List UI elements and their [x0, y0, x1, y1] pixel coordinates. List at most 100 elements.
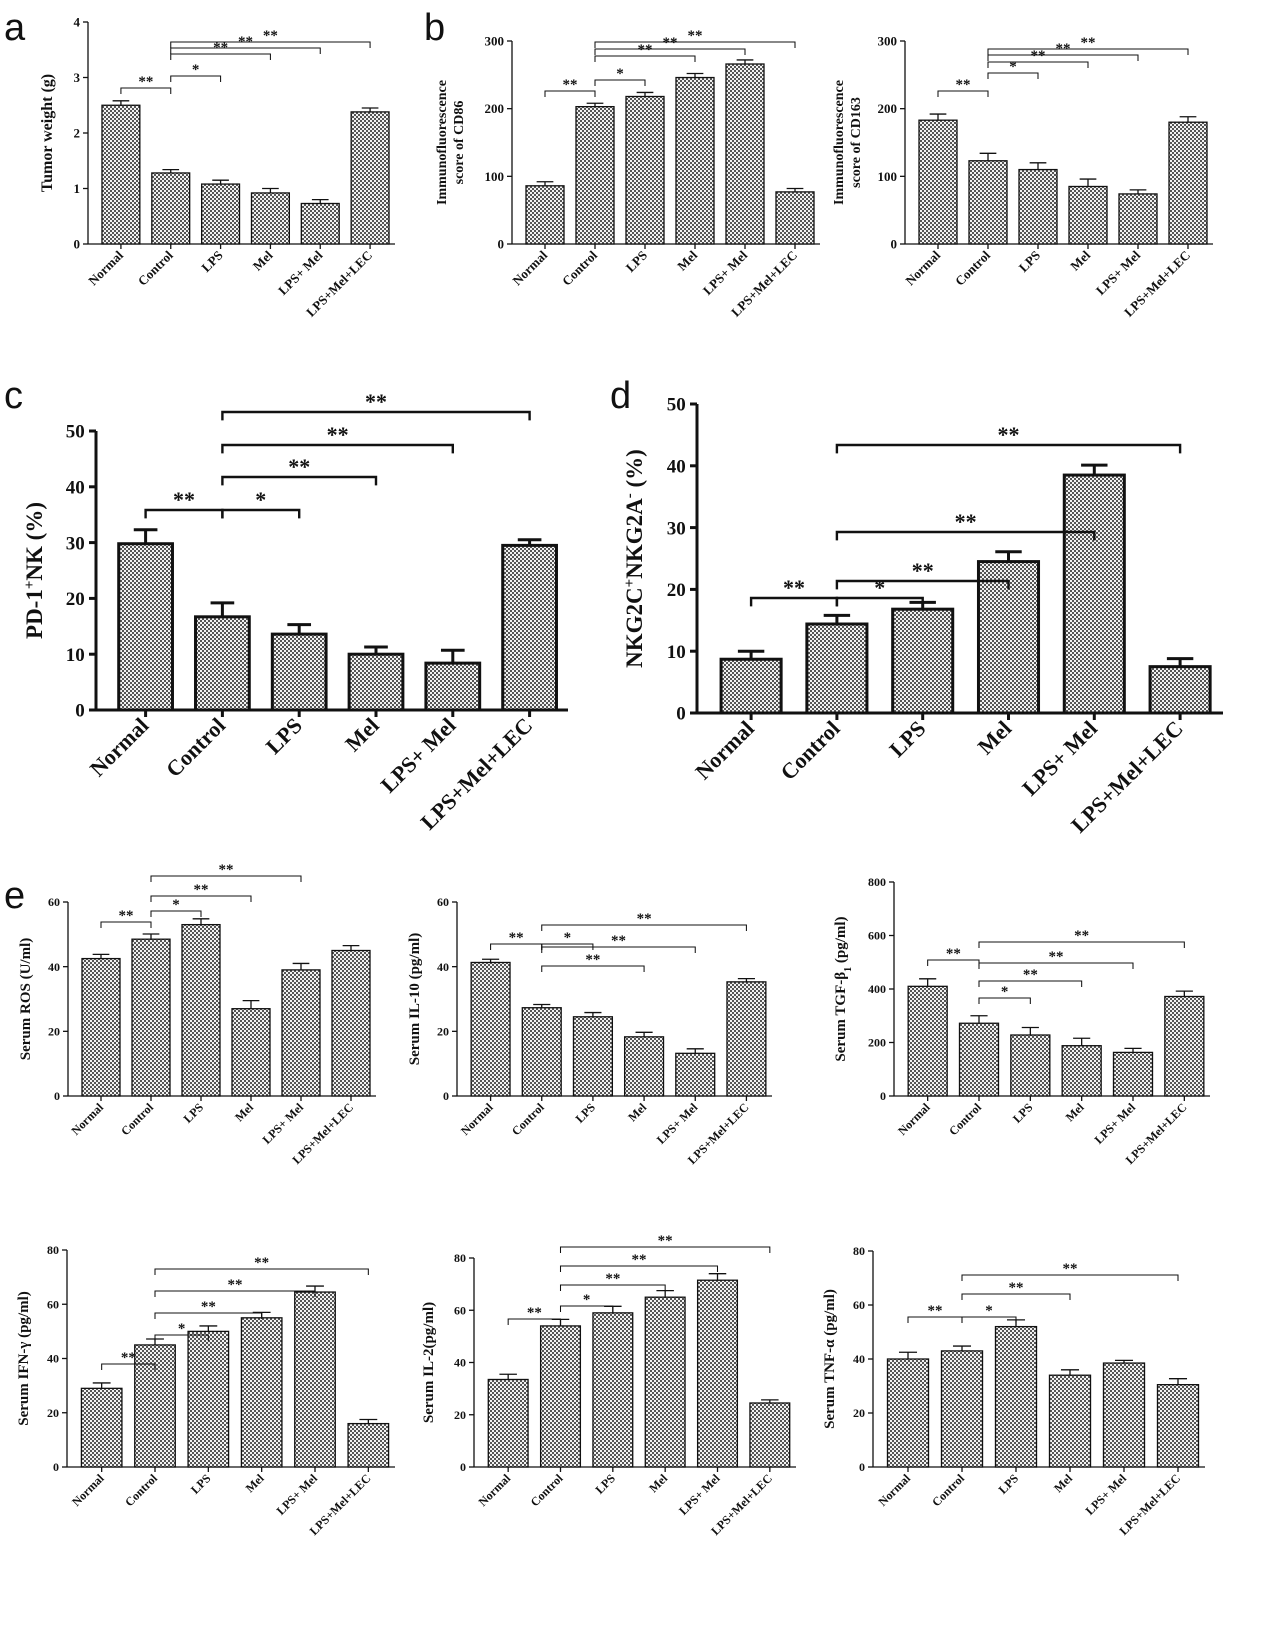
y-axis-label-part: NKG2A — [622, 498, 647, 579]
bar-lps-mel — [725, 63, 765, 245]
category-label: Mel — [646, 1471, 671, 1496]
significance-bracket — [594, 55, 696, 62]
category-label: Normal — [690, 716, 759, 785]
bar-control — [805, 622, 869, 715]
bar-normal — [719, 657, 783, 715]
significance-label: * — [172, 897, 180, 913]
category-label: LPS+ Mel — [1083, 1471, 1130, 1518]
significance-label: ** — [327, 422, 349, 447]
bar-lps-mel — [300, 202, 340, 245]
significance-label: ** — [1049, 949, 1064, 965]
y-axis-label-part: PD-1 — [22, 589, 47, 639]
significance-bracket — [221, 508, 301, 519]
significance-label: ** — [1063, 1261, 1078, 1277]
y-axis-label: Serum IL-10 (pg/ml) — [407, 933, 423, 1066]
y-tick-label: 10 — [66, 645, 85, 666]
bar-normal — [525, 185, 565, 245]
significance-bracket — [559, 1284, 666, 1291]
category-label: LPS+ Mel — [274, 1471, 321, 1518]
bar-lps-mel-lec — [347, 1422, 390, 1468]
y-tick-label: 20 — [437, 1025, 449, 1039]
category-label: Mel — [625, 1100, 650, 1125]
significance-bracket — [541, 965, 645, 972]
bar-control — [134, 1344, 176, 1468]
y-tick-label: 0 — [460, 1460, 466, 1474]
significance-label: ** — [365, 389, 387, 414]
category-label: LPS+ Mel — [1092, 1100, 1139, 1147]
y-tick-label: 0 — [676, 704, 686, 725]
category-label: Mel — [232, 1100, 257, 1125]
significance-bracket — [221, 475, 378, 486]
significance-bracket — [987, 48, 1189, 55]
category-label: LPS — [1016, 248, 1043, 275]
significance-bracket — [835, 579, 1010, 590]
y-tick-label: 40 — [853, 1352, 865, 1366]
significance-label: * — [1009, 59, 1017, 75]
y-tick-label: 30 — [66, 533, 85, 554]
significance-bracket — [559, 1265, 719, 1272]
category-label: LPS+ Mel — [676, 1471, 723, 1518]
significance-label: ** — [632, 1252, 647, 1268]
significance-bracket — [978, 980, 1083, 987]
significance-bracket — [150, 875, 302, 882]
y-tick-label: 40 — [454, 1356, 466, 1370]
bar-lps-mel-lec — [1156, 1384, 1200, 1468]
significance-label: ** — [201, 1299, 216, 1315]
bar-control — [575, 105, 615, 245]
category-label: Normal — [875, 1471, 913, 1509]
y-axis-label: Immunofluorescence — [435, 80, 450, 205]
bar-lps — [592, 1312, 634, 1468]
significance-bracket — [544, 90, 596, 97]
y-axis-label-part: NKG2C — [622, 587, 647, 668]
bar-lps-mel — [281, 969, 321, 1097]
bar-lps — [572, 1016, 614, 1097]
category-label: Control — [946, 1100, 984, 1138]
y-axis-label-part: + — [22, 581, 38, 590]
significance-label: ** — [637, 911, 652, 927]
significance-label: * — [1001, 984, 1009, 1000]
y-tick-label: 50 — [667, 395, 686, 416]
bar-lps-mel — [294, 1291, 336, 1468]
y-axis-label-part: (%) — [622, 449, 647, 493]
category-label: Normal — [69, 1471, 107, 1509]
category-label: Normal — [895, 1100, 933, 1138]
bar-mel — [240, 1317, 283, 1468]
y-tick-label: 0 — [53, 1460, 59, 1474]
significance-bracket — [154, 1268, 369, 1275]
category-label: Mel — [243, 1471, 268, 1496]
y-tick-label: 80 — [454, 1251, 466, 1265]
bar-lps-mel — [696, 1279, 739, 1468]
bar-mel — [623, 1036, 665, 1097]
significance-bracket — [170, 75, 222, 82]
category-label: Mel — [973, 716, 1017, 760]
category-label: LPS+ Mel — [654, 1100, 701, 1147]
panel-letter-c: c — [4, 375, 23, 417]
bar-lps-mel-lec — [350, 111, 390, 245]
y-tick-label: 40 — [48, 960, 60, 974]
y-tick-label: 400 — [868, 982, 886, 996]
category-label: Mel — [250, 247, 276, 273]
significance-label: * — [192, 62, 200, 78]
y-tick-label: 0 — [54, 1089, 60, 1103]
bar-control — [521, 1007, 562, 1097]
significance-label: ** — [998, 422, 1020, 447]
significance-label: ** — [254, 1255, 269, 1271]
significance-bracket — [594, 48, 746, 55]
significance-label: ** — [946, 946, 961, 962]
significance-label: ** — [509, 930, 524, 946]
y-tick-label: 50 — [66, 422, 85, 443]
y-axis-label: PD-1+NK (%) — [22, 502, 47, 639]
significance-label: ** — [611, 933, 626, 949]
y-tick-label: 10 — [667, 642, 686, 663]
y-tick-label: 60 — [853, 1298, 865, 1312]
y-tick-label: 4 — [74, 15, 81, 30]
y-tick-label: 300 — [878, 34, 898, 49]
panel-letter-b: b — [424, 7, 445, 49]
y-tick-label: 300 — [485, 34, 505, 49]
category-label: LPS — [188, 1471, 214, 1497]
significance-label: ** — [955, 509, 977, 534]
bar-lps-mel — [1102, 1362, 1146, 1468]
